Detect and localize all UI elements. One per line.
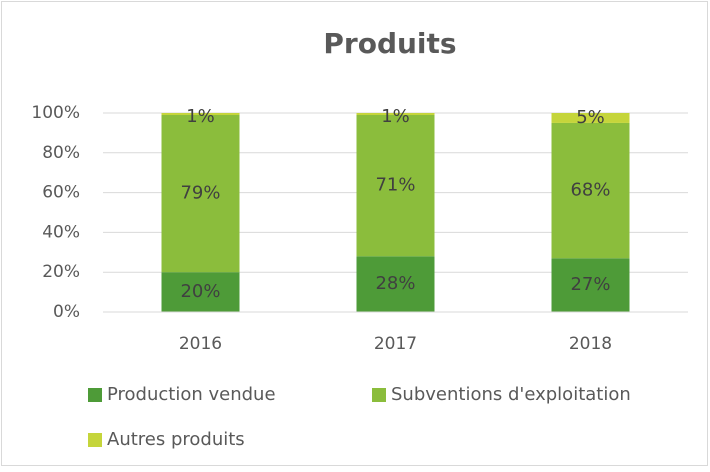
x-tick-label: 2016: [179, 334, 222, 354]
legend-label: Subventions d'exploitation: [391, 384, 631, 405]
legend-label: Production vendue: [107, 384, 276, 405]
legend-swatch: [88, 388, 102, 402]
chart-title: Produits: [323, 27, 456, 60]
data-label: 79%: [180, 183, 220, 204]
y-tick-label: 20%: [42, 262, 80, 282]
bar-segment: [356, 113, 435, 115]
data-label: 5%: [576, 107, 605, 128]
x-tick-label: 2018: [569, 334, 612, 354]
bar-segment: [356, 256, 435, 312]
data-label: 20%: [180, 281, 220, 302]
data-label: 71%: [375, 175, 415, 196]
bar-segment: [161, 113, 240, 115]
data-label: 68%: [570, 180, 610, 201]
legend-swatch: [372, 388, 386, 402]
y-tick-label: 0%: [53, 302, 80, 322]
data-label: 1%: [186, 106, 215, 127]
y-tick-label: 80%: [42, 143, 80, 163]
data-label: 1%: [381, 106, 410, 127]
y-tick-label: 40%: [42, 222, 80, 242]
data-label: 28%: [375, 273, 415, 294]
data-label: 27%: [570, 274, 610, 295]
bar-segment: [161, 272, 240, 312]
bar-segment: [551, 113, 630, 123]
legend-swatch: [88, 433, 102, 447]
y-tick-label: 100%: [31, 103, 80, 123]
bar-segment: [551, 258, 630, 312]
y-tick-label: 60%: [42, 183, 80, 203]
x-tick-label: 2017: [374, 334, 417, 354]
bar-segment: [551, 122, 630, 259]
bar-segment: [356, 114, 435, 257]
bar-segment: [161, 114, 240, 273]
legend-label: Autres produits: [107, 429, 245, 450]
